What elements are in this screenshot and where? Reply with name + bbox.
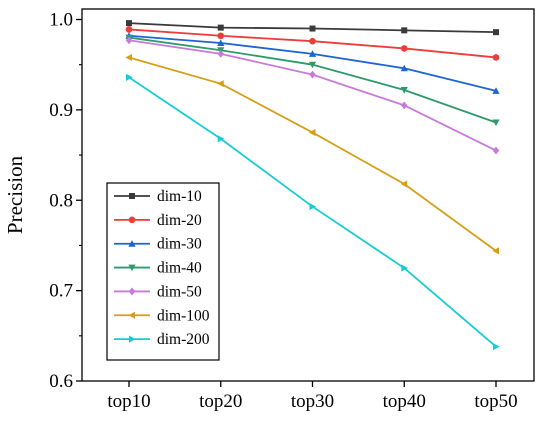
legend-marker (128, 264, 136, 272)
legend-box (106, 182, 220, 361)
data-point-dim-200-top10 (126, 73, 133, 81)
legend-label: dim-30 (157, 236, 202, 253)
legend: dim-10 dim-20 dim-30 dim-40 dim-50 dim-100 dim… (106, 182, 220, 361)
legend-marker (128, 287, 136, 296)
legend-item-dim-20: dim-20 (114, 212, 202, 229)
data-point-dim-30-top40 (400, 64, 408, 72)
legend-label: dim-40 (157, 260, 202, 277)
legend-marker (128, 216, 136, 224)
series-dim-40 (125, 34, 500, 127)
legend-label: dim-20 (157, 212, 202, 229)
legend-marker (128, 240, 136, 247)
x-tick-label: top20 (199, 391, 242, 412)
data-point-dim-10-top20 (217, 24, 224, 31)
data-point-dim-200-top40 (401, 264, 408, 272)
y-tick-label: 0.6 (49, 371, 73, 392)
legend-marker (129, 335, 136, 343)
data-point-dim-50-top50 (492, 146, 500, 155)
data-point-dim-20-top40 (400, 45, 408, 52)
legend-label: dim-10 (157, 188, 202, 205)
legend-label: dim-200 (157, 331, 210, 348)
axes: 0.6 0.7 0.8 0.9 1.0 top10 top20 top30 top40 top50… (3, 8, 535, 412)
data-point-dim-10-top10 (126, 20, 132, 27)
y-tick-label: 0.7 (49, 281, 73, 302)
series-dim-20 (125, 26, 500, 61)
y-tick-label: 1.0 (49, 10, 73, 31)
data-point-dim-40-top50 (492, 119, 500, 127)
data-point-dim-10-top30 (309, 25, 316, 32)
data-point-dim-100-top10 (125, 53, 132, 62)
x-tick-label: top40 (383, 391, 426, 412)
data-point-dim-20-top50 (492, 54, 500, 61)
legend-marker (129, 193, 135, 199)
data-point-dim-10-top40 (401, 27, 408, 34)
legend-marker (128, 311, 135, 319)
data-point-dim-50-top40 (400, 101, 408, 110)
y-axis-title: Precision (3, 155, 27, 234)
legend-label: dim-100 (157, 307, 210, 324)
data-point-dim-50-top30 (309, 70, 316, 79)
data-point-dim-30-top20 (217, 39, 225, 46)
data-point-dim-200-top30 (309, 202, 317, 211)
legend-item-dim-30: dim-30 (114, 236, 202, 253)
y-tick-label: 0.9 (49, 100, 73, 121)
data-point-dim-20-top10 (125, 26, 133, 33)
x-tick-label: top10 (107, 391, 150, 412)
data-point-dim-100-top50 (492, 247, 499, 255)
legend-item-dim-40: dim-40 (114, 260, 202, 277)
series-dim-50 (125, 36, 500, 155)
legend-label: dim-50 (157, 283, 202, 300)
series-dim-200 (126, 73, 500, 351)
legend-item-dim-200: dim-200 (114, 331, 210, 348)
data-point-dim-10-top50 (493, 29, 499, 36)
x-tick-label: top30 (291, 391, 334, 412)
data-point-dim-30-top50 (492, 87, 500, 94)
x-tick-label: top50 (474, 391, 517, 412)
data-point-dim-50-top20 (217, 49, 225, 58)
data-point-dim-30-top30 (308, 50, 317, 57)
data-point-dim-40-top40 (400, 86, 408, 94)
data-point-dim-200-top20 (217, 135, 225, 143)
series-layer (125, 20, 500, 351)
series-dim-10 (126, 20, 499, 36)
data-point-dim-40-top30 (308, 61, 317, 69)
legend-item-dim-50: dim-50 (114, 283, 202, 300)
plot-frame (81, 8, 535, 382)
series-dim-100 (125, 53, 499, 255)
data-point-dim-20-top20 (217, 32, 225, 40)
data-point-dim-100-top20 (217, 80, 224, 88)
data-point-dim-100-top40 (400, 180, 408, 188)
legend-item-dim-100: dim-100 (114, 307, 210, 324)
data-point-dim-100-top30 (308, 128, 316, 137)
legend-item-dim-10: dim-10 (114, 188, 202, 205)
data-point-dim-20-top30 (309, 37, 316, 45)
data-point-dim-50-top10 (125, 36, 133, 45)
y-tick-label: 0.8 (49, 190, 73, 211)
data-point-dim-200-top50 (493, 343, 500, 351)
